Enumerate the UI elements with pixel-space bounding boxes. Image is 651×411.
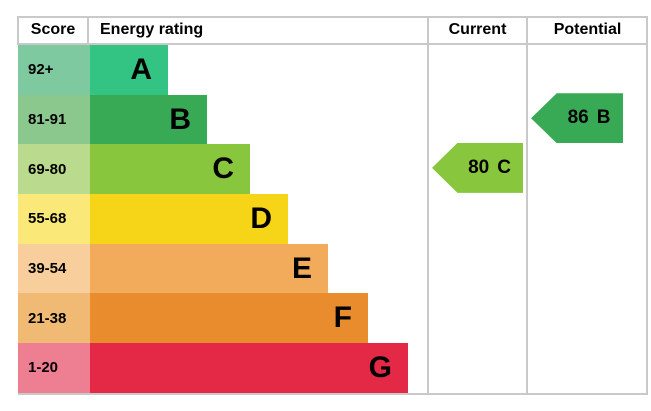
rating-letter: G [368, 350, 392, 384]
score-range-label: 55-68 [28, 210, 67, 228]
rating-bar-d: D [90, 194, 288, 244]
rating-bar-b: B [90, 94, 207, 145]
table-bottom-border [18, 393, 648, 395]
rating-bar-f: F [90, 293, 368, 344]
potential-rating-letter: B [596, 107, 611, 129]
rating-bar-e: E [90, 243, 328, 294]
band-row-f: 21-38 F [18, 293, 408, 344]
score-column-header: Score [30, 21, 76, 38]
table-left-border [17, 16, 19, 45]
potential-column-divider [526, 16, 528, 395]
score-range-e: 39-54 [18, 243, 90, 294]
rating-bands: 92+ A 81-91 B 69-80 C 55-68 D 39-54 E 21… [18, 45, 408, 393]
band-row-c: 69-80 C [18, 144, 408, 195]
rating-letter: A [130, 52, 152, 86]
rating-letter: F [333, 301, 352, 335]
header-bottom-border [18, 43, 648, 45]
score-column-divider [87, 16, 89, 45]
potential-rating-arrow: 86 B [531, 93, 623, 144]
score-range-f: 21-38 [18, 293, 90, 344]
band-row-a: 92+ A [18, 45, 408, 95]
energy-rating-column-header: Energy rating [100, 21, 204, 38]
current-rating-letter: C [497, 156, 511, 178]
rating-bar-g: G [90, 343, 408, 393]
rating-letter: B [169, 102, 191, 136]
rating-letter: E [291, 251, 312, 285]
current-column-divider [427, 16, 429, 395]
score-range-a: 92+ [18, 45, 90, 95]
rating-letter: C [212, 152, 234, 186]
table-top-border [18, 16, 648, 18]
score-range-d: 55-68 [18, 194, 90, 244]
potential-score-value: 86 [567, 107, 589, 129]
score-range-label: 92+ [28, 61, 54, 79]
score-range-label: 1-20 [28, 359, 59, 377]
rating-bar-c: C [90, 144, 250, 195]
score-range-label: 39-54 [28, 260, 67, 278]
band-row-e: 39-54 E [18, 243, 408, 294]
potential-column-header: Potential [553, 21, 622, 38]
current-column-header: Current [448, 21, 507, 38]
band-row-d: 55-68 D [18, 194, 408, 244]
score-range-b: 81-91 [18, 94, 90, 145]
score-range-label: 69-80 [28, 160, 67, 178]
rating-letter: D [250, 201, 272, 235]
current-score-value: 80 [468, 156, 490, 178]
table-right-border [646, 16, 648, 395]
score-range-c: 69-80 [18, 144, 90, 195]
current-rating-arrow: 80 C [432, 142, 523, 193]
band-row-b: 81-91 B [18, 94, 408, 145]
band-row-g: 1-20 G [18, 343, 408, 393]
score-range-g: 1-20 [18, 343, 90, 393]
score-range-label: 21-38 [28, 309, 67, 327]
rating-bar-a: A [90, 45, 168, 95]
score-range-label: 81-91 [28, 111, 67, 129]
